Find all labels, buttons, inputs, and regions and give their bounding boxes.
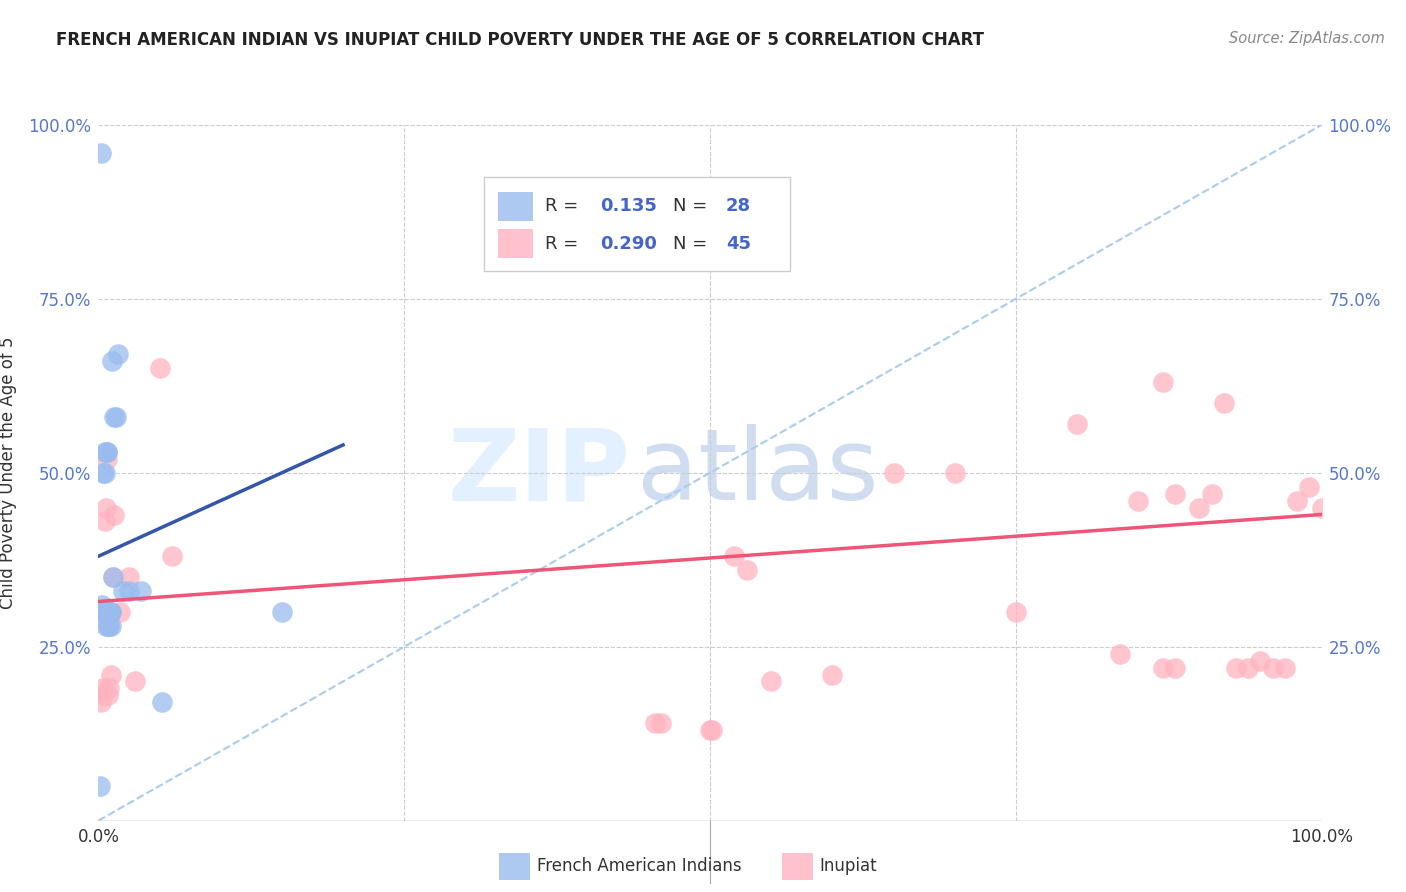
Point [103, 508, 125, 522]
Point [100, 619, 122, 633]
Point [89, 779, 111, 793]
Point [1152, 376, 1174, 390]
Text: R =: R = [546, 235, 583, 252]
Point [96, 445, 118, 459]
FancyBboxPatch shape [484, 177, 790, 271]
Point [1164, 660, 1187, 674]
Point [103, 410, 125, 425]
Point [943, 466, 966, 480]
Point [699, 723, 721, 738]
Point [1237, 660, 1260, 674]
Point [1108, 647, 1130, 661]
FancyBboxPatch shape [498, 192, 533, 221]
Point [1188, 500, 1211, 515]
Point [91, 598, 114, 612]
Point [100, 605, 122, 619]
Point [91, 689, 114, 703]
Point [93, 445, 115, 459]
Text: 0.290: 0.290 [600, 235, 657, 252]
Text: ZIP: ZIP [447, 425, 630, 521]
Point [96, 451, 118, 466]
Point [97, 689, 120, 703]
Point [883, 466, 905, 480]
Point [1152, 660, 1174, 674]
FancyBboxPatch shape [498, 229, 533, 259]
Text: 0.135: 0.135 [600, 197, 657, 215]
Point [107, 347, 129, 361]
Text: Inupiat: Inupiat [820, 857, 877, 875]
Point [270, 605, 294, 619]
Point [723, 549, 745, 564]
Point [90, 695, 112, 709]
Point [129, 584, 152, 599]
Point [93, 515, 115, 529]
Point [94, 500, 117, 515]
Point [1128, 493, 1150, 508]
Point [150, 695, 173, 709]
Point [1261, 660, 1284, 674]
Point [1286, 493, 1309, 508]
Text: 28: 28 [725, 197, 751, 215]
Point [110, 605, 132, 619]
Point [93, 466, 115, 480]
Point [94, 605, 117, 619]
Point [97, 605, 120, 619]
Point [1274, 660, 1296, 674]
Point [1004, 605, 1026, 619]
Point [1225, 660, 1247, 674]
Point [111, 584, 134, 599]
Point [101, 354, 124, 368]
Point [821, 667, 844, 681]
Point [90, 145, 112, 160]
Point [94, 619, 117, 633]
Text: atlas: atlas [637, 425, 879, 521]
Point [1066, 417, 1088, 431]
Point [1212, 396, 1234, 410]
Point [91, 605, 114, 619]
Point [1249, 654, 1271, 668]
Point [100, 605, 122, 619]
Text: Source: ZipAtlas.com: Source: ZipAtlas.com [1229, 31, 1385, 46]
Text: 45: 45 [725, 235, 751, 252]
Point [96, 445, 118, 459]
Point [735, 563, 758, 577]
Point [160, 549, 183, 564]
Y-axis label: Child Poverty Under the Age of 5: Child Poverty Under the Age of 5 [0, 336, 17, 609]
Text: French American Indians: French American Indians [537, 857, 742, 875]
Point [101, 570, 124, 584]
Point [98, 681, 121, 696]
Point [118, 584, 141, 599]
Point [1164, 486, 1187, 500]
Point [104, 410, 127, 425]
Point [702, 723, 724, 738]
Point [91, 466, 114, 480]
Point [118, 570, 141, 584]
Text: N =: N = [673, 197, 713, 215]
Text: N =: N = [673, 235, 713, 252]
Point [1310, 500, 1333, 515]
Point [149, 361, 172, 376]
Point [97, 619, 120, 633]
Point [644, 716, 666, 731]
Point [1298, 480, 1320, 494]
Point [93, 605, 115, 619]
Text: R =: R = [546, 197, 583, 215]
Point [100, 667, 122, 681]
Point [1201, 486, 1223, 500]
Point [650, 716, 672, 731]
Point [761, 674, 783, 689]
Point [91, 681, 114, 696]
Point [98, 619, 121, 633]
Text: FRENCH AMERICAN INDIAN VS INUPIAT CHILD POVERTY UNDER THE AGE OF 5 CORRELATION C: FRENCH AMERICAN INDIAN VS INUPIAT CHILD … [56, 31, 984, 49]
Point [101, 570, 124, 584]
Point [124, 674, 146, 689]
